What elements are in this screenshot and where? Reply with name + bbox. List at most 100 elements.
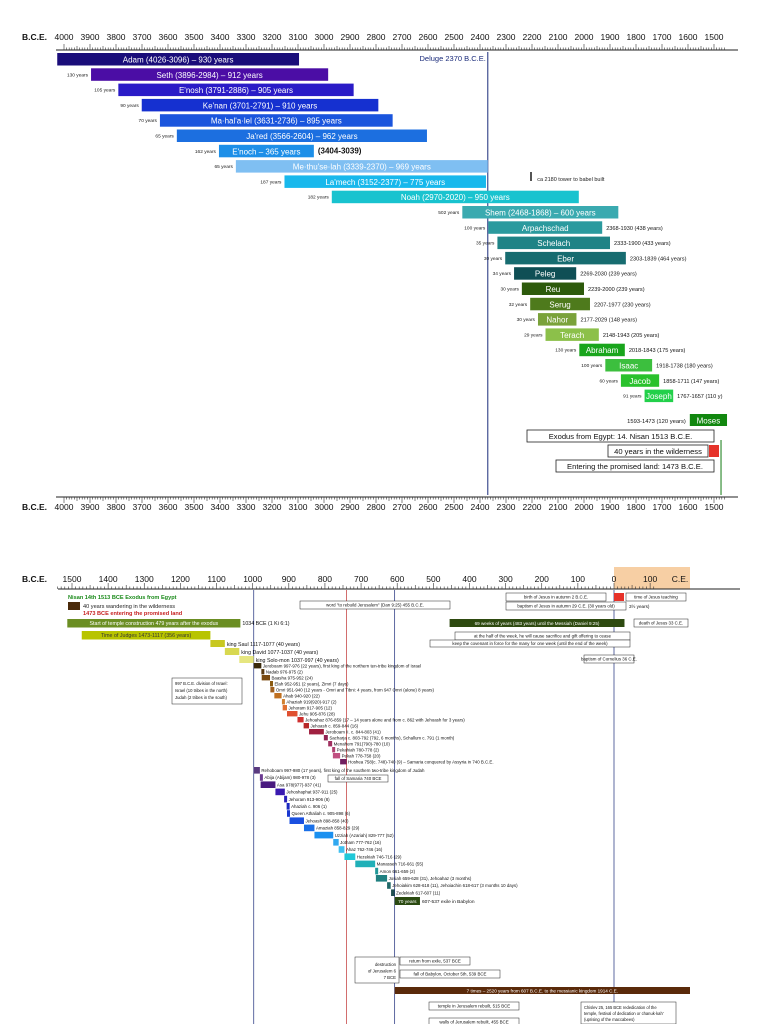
baptism-note: baptism of Jesus in autumn 29 C.E. (30 y… xyxy=(517,604,615,609)
judah-king-bar xyxy=(253,767,260,774)
gap-label: 65 years xyxy=(214,164,233,170)
event-box xyxy=(555,459,715,473)
tick-label: 2200 xyxy=(523,502,542,512)
event-label: Exodus from Egypt: 14. Nisan 1513 B.C.E. xyxy=(549,432,693,441)
walls-rebuilt-note: walls of Jerusalem rebuilt, 455 BCE xyxy=(439,1020,508,1024)
gentile-times-bar xyxy=(394,987,690,994)
patriarch-label: Jacob xyxy=(629,377,651,386)
israel-king-label: Nadab 976-975 (2) xyxy=(266,670,303,675)
israel-king-bar xyxy=(261,675,271,681)
cornelius-note: baptism of Cornelius 36 C.E. xyxy=(581,657,637,662)
gap-label: 65 years xyxy=(155,134,174,140)
tick-label: 1400 xyxy=(99,574,118,584)
antediluvian-timeline-chart: B.C.E. 4000 3900 3800 3700 3600 3500 3400 3300 32… xyxy=(22,32,738,512)
tick-label: 100 xyxy=(643,574,657,584)
gap-label: 130 years xyxy=(67,72,89,78)
patriarch-label: E'nosh (3791-2886) – 905 years xyxy=(179,86,293,95)
division-note-box xyxy=(171,677,243,705)
tick-label: 2000 xyxy=(575,502,594,512)
israel-king-bar xyxy=(270,681,274,687)
gap-label: 30 years xyxy=(517,317,536,323)
lifespan-label: 2177-2029 (148 years) xyxy=(580,318,637,324)
time-teaching-note: time of Jesus teaching xyxy=(634,595,678,600)
patriarch-bar xyxy=(235,160,488,173)
birth-jesus-note-box xyxy=(505,592,607,602)
tick-label: 3400 xyxy=(211,32,230,42)
israel-king-bar xyxy=(286,711,298,717)
judah-king-label: Asa 978(977)-937 (41) xyxy=(277,782,322,787)
babylon-fall-note-box xyxy=(399,969,501,979)
judah-king-label: Manasseh 716-661 (55) xyxy=(377,862,424,867)
gap-label: 162 years xyxy=(195,149,217,155)
israel-king-bar xyxy=(261,669,265,675)
israel-king-bar xyxy=(270,687,275,693)
patriarch-bar xyxy=(605,359,653,372)
teaching-marker xyxy=(614,593,624,601)
tick-label: 1500 xyxy=(705,32,724,42)
event-box xyxy=(526,429,715,443)
gap-label: 30 years xyxy=(500,287,519,293)
gap-label: 32 years xyxy=(509,302,528,308)
tick-label: 2000 xyxy=(575,32,594,42)
tick-label: 0 xyxy=(612,574,617,584)
patriarch-label: Serug xyxy=(549,300,570,309)
chislev-note: (uprising of the maccabees) xyxy=(584,1017,635,1022)
babel-mark xyxy=(530,172,532,181)
patriarch-bar xyxy=(521,282,584,295)
era-bar-note: king Saul 1117-1077 (40 years) xyxy=(227,642,300,648)
patriarch-bar xyxy=(497,236,610,250)
judah-king-label: Jehoshaphat 937-911 (25) xyxy=(286,790,338,795)
israel-king-label: Hoshea 758(c. 748)-740 (9) – Samaria con… xyxy=(348,760,493,765)
tick-label: 3200 xyxy=(263,32,282,42)
patriarch-label: Shem (2468-1868) – 600 years xyxy=(485,209,596,218)
wilderness-label: 40 years wandering in the wilderness xyxy=(83,604,175,610)
tick-label: 400 xyxy=(462,574,476,584)
tick-label: 2800 xyxy=(367,32,386,42)
lifespan-label: 1858-1711 (147 years) xyxy=(663,379,719,385)
gap-label: 60 years xyxy=(600,378,619,384)
judah-king-label: Josiah 659-628 (31), Jehoahaz (3 months) xyxy=(389,876,472,881)
promised-land-label: 1473 BCE entering the promised land xyxy=(83,611,183,617)
patriarch-bar xyxy=(505,251,626,265)
tick-label: 2500 xyxy=(445,502,464,512)
israel-king-bar xyxy=(332,747,336,753)
judah-king-bar xyxy=(286,810,290,817)
tick-label: 2100 xyxy=(549,502,568,512)
gap-label: 182 years xyxy=(308,195,330,201)
judah-king-bar xyxy=(375,875,388,882)
era-label: B.C.E. xyxy=(22,502,47,512)
babylon-fall-note: fall of Babylon, October 5th, 539 BCE xyxy=(414,972,487,977)
judah-king-bar xyxy=(275,788,285,796)
lifespan-label: 2269-2030 (239 years) xyxy=(580,272,637,278)
judah-king-bar xyxy=(338,846,345,853)
tick-label: 3900 xyxy=(81,502,100,512)
israel-king-label: Jehoash c. 859-844 (16) xyxy=(311,724,359,729)
tick-label: 900 xyxy=(282,574,296,584)
patriarch-label: Abraham xyxy=(586,346,619,355)
tick-label: 1800 xyxy=(627,32,646,42)
israel-king-bar xyxy=(332,753,341,759)
lifespan-label: 2018-1843 (175 years) xyxy=(629,348,686,354)
destruction-note-box xyxy=(354,956,400,984)
samaria-fall-note: fall of Samaria 740 BCE xyxy=(335,776,382,781)
tick-label: 3400 xyxy=(211,502,230,512)
tick-label: 3300 xyxy=(237,32,256,42)
tick-label: 2700 xyxy=(393,502,412,512)
tick-label: 3100 xyxy=(289,32,308,42)
tick-label: 1600 xyxy=(679,502,698,512)
walls-rebuilt-note-box xyxy=(428,1017,520,1024)
israel-king-label: Jehoram 917-905 (12) xyxy=(288,706,332,711)
judah-king-label: Jehoiakim 628-618 (11), Jehoiachin 618-6… xyxy=(392,883,518,888)
era-bar xyxy=(239,656,254,663)
tick-label: 500 xyxy=(426,574,440,584)
era-bar-label: Time of Judges 1473-1117 (356 years) xyxy=(101,633,192,639)
gap-label: 91 years xyxy=(623,394,642,400)
lifespan-label: 2207-1977 (230 years) xyxy=(594,302,651,308)
gap-label: 502 years xyxy=(438,210,460,216)
gap-label: 35 years xyxy=(476,241,495,247)
judah-king-bar xyxy=(387,882,391,889)
tick-label: 800 xyxy=(318,574,332,584)
gap-label: 90 years xyxy=(120,103,139,109)
exile-label: 70 years xyxy=(398,899,417,905)
